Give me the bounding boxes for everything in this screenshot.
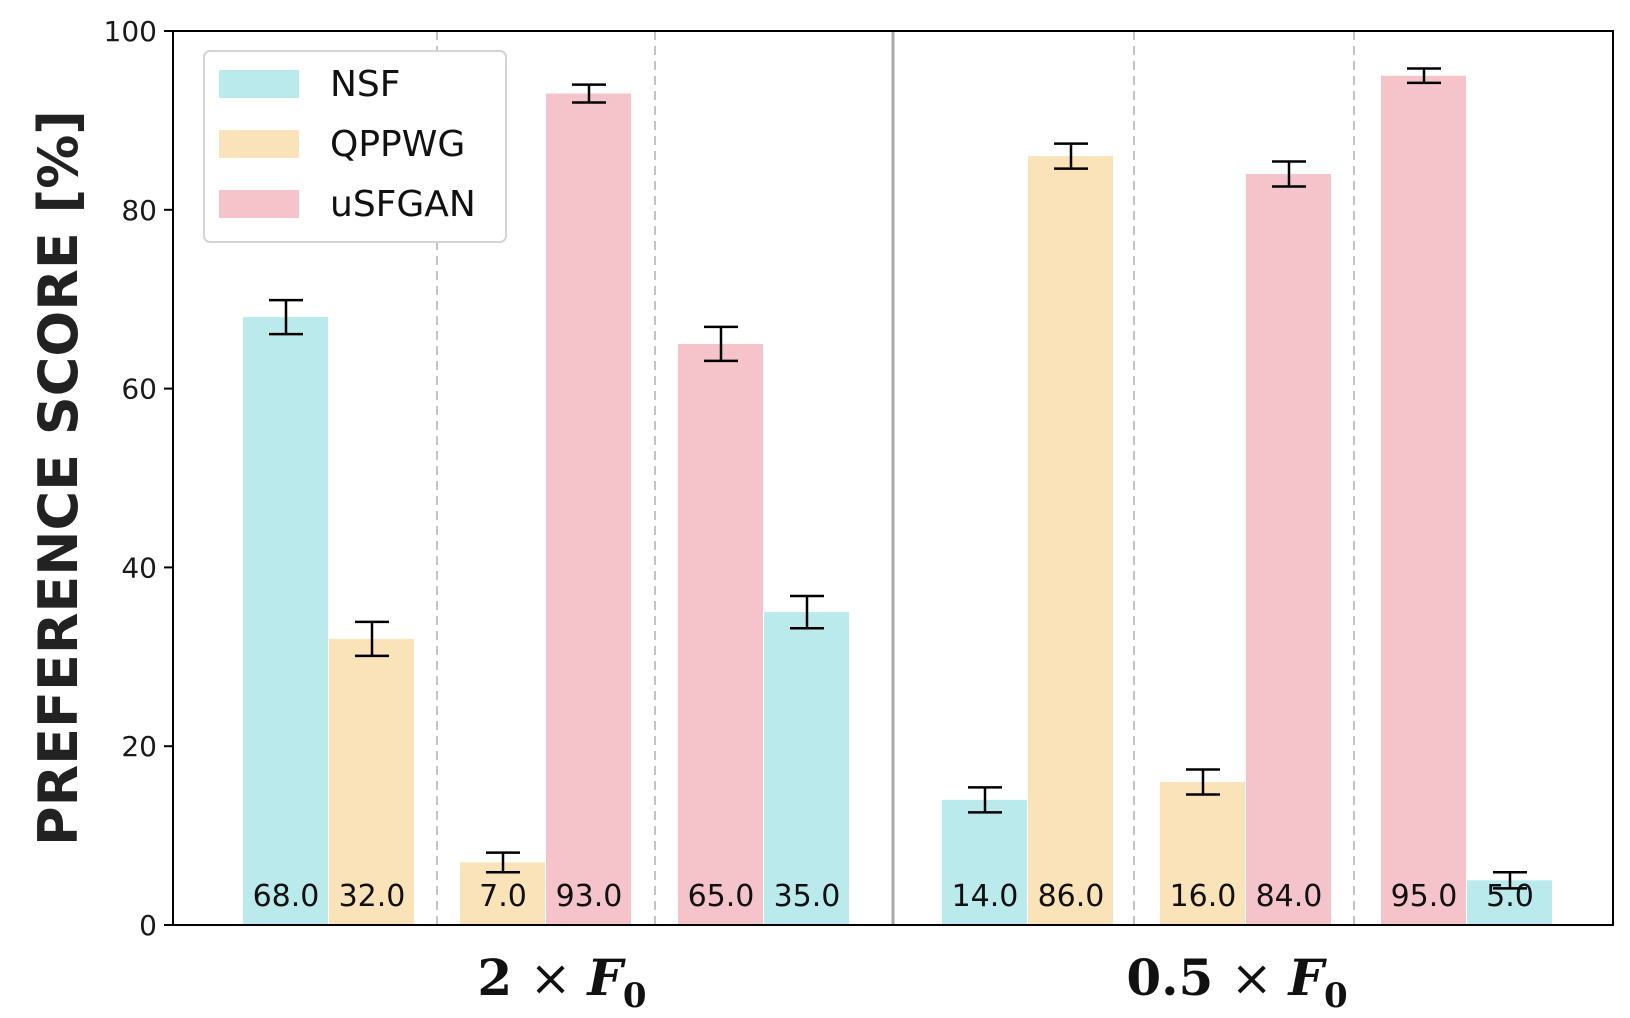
bar-value-label: 7.0 — [479, 879, 527, 914]
bar-value-label: 68.0 — [253, 879, 320, 914]
bar-value-label: 16.0 — [1170, 879, 1237, 914]
bar-usfgan-g2-c2 — [1246, 174, 1331, 926]
legend-label: NSF — [330, 64, 401, 105]
bar-value-label: 5.0 — [1486, 879, 1534, 914]
bar-value-label: 95.0 — [1391, 879, 1458, 914]
legend-swatch — [219, 190, 299, 218]
legend-swatch — [219, 70, 299, 98]
legend-label: QPPWG — [330, 124, 465, 165]
bar-value-label: 84.0 — [1256, 879, 1323, 914]
group-label-variable: F — [1287, 948, 1328, 1007]
group-label-subscript: 0 — [1324, 976, 1348, 1016]
error-bar-nsf-g2-c3 — [1493, 871, 1527, 890]
group-label-1: 2 × F0 — [477, 948, 646, 1016]
group-label-operator: × — [530, 949, 588, 1007]
bar-value-label: 65.0 — [688, 879, 755, 914]
error-bar-nsf-g2-c1 — [968, 786, 1002, 814]
y-tick-label: 100 — [104, 15, 157, 48]
error-bar-nsf-g1-c1 — [269, 298, 303, 336]
legend: NSF QPPWG uSFGAN — [203, 50, 507, 243]
legend-entry-qppwg: QPPWG — [219, 124, 465, 165]
y-tick-label: 60 — [121, 373, 157, 406]
y-tick-label: 40 — [121, 551, 157, 584]
error-bar-qppwg-g2-c2 — [1186, 768, 1220, 796]
y-axis-label: PREFERENCE SCORE [%] — [27, 110, 90, 846]
bar-usfgan-g1-c3 — [678, 343, 763, 925]
legend-label: uSFGAN — [330, 184, 476, 225]
bar-value-label: 35.0 — [774, 879, 841, 914]
group-labels: 2 × F0 0.5 × F0 — [477, 948, 1347, 1016]
bar-labels-layer: 68.0 32.0 7.0 93.0 65.0 35.0 14.0 86.0 16.0 84.0 9… — [253, 879, 1534, 914]
error-bars-layer — [269, 67, 1527, 890]
group-label-subscript: 0 — [623, 976, 647, 1016]
error-bar-usfgan-g2-c2 — [1272, 160, 1306, 188]
bar-value-label: 32.0 — [339, 879, 406, 914]
error-bar-qppwg-g1-c1 — [355, 620, 389, 658]
bar-qppwg-g2-c1 — [1028, 156, 1113, 925]
legend-entry-nsf: NSF — [219, 64, 401, 105]
bar-qppwg-g1-c1 — [329, 638, 414, 925]
error-bar-usfgan-g1-c3 — [704, 325, 738, 363]
plot-frame — [172, 30, 1614, 926]
bar-value-label: 86.0 — [1038, 879, 1105, 914]
error-bar-qppwg-g2-c1 — [1054, 142, 1088, 170]
y-tick-label: 80 — [121, 194, 157, 227]
bar-value-label: 14.0 — [952, 879, 1019, 914]
group-label-operator: × — [1231, 949, 1289, 1007]
bars-layer — [243, 75, 1552, 926]
group-label-2: 0.5 × F0 — [1126, 948, 1347, 1016]
error-bar-usfgan-g1-c2 — [572, 83, 606, 104]
bar-qppwg-g2-c2 — [1160, 781, 1245, 925]
bar-usfgan-g1-c2 — [546, 93, 631, 925]
bar-value-label: 93.0 — [556, 879, 623, 914]
bar-nsf-g1-c3 — [764, 612, 849, 925]
bar-nsf-g2-c1 — [942, 799, 1027, 925]
error-bar-qppwg-g1-c2 — [486, 851, 520, 874]
y-tick-label: 0 — [139, 909, 157, 942]
group-label-variable: F — [585, 948, 626, 1007]
y-tick-label: 20 — [121, 730, 157, 763]
group-label-factor: 0.5 — [1126, 948, 1230, 1007]
legend-entry-usfgan: uSFGAN — [219, 184, 476, 225]
error-bar-nsf-g1-c3 — [790, 594, 824, 630]
bar-nsf-g1-c1 — [243, 317, 328, 926]
legend-swatch — [219, 130, 299, 158]
y-axis: 0 20 40 60 80 100 — [104, 15, 173, 942]
error-bar-usfgan-g2-c3 — [1407, 67, 1441, 85]
group-label-factor: 2 — [477, 948, 529, 1007]
bar-usfgan-g2-c3 — [1381, 75, 1466, 925]
dividers-layer — [436, 31, 1355, 925]
